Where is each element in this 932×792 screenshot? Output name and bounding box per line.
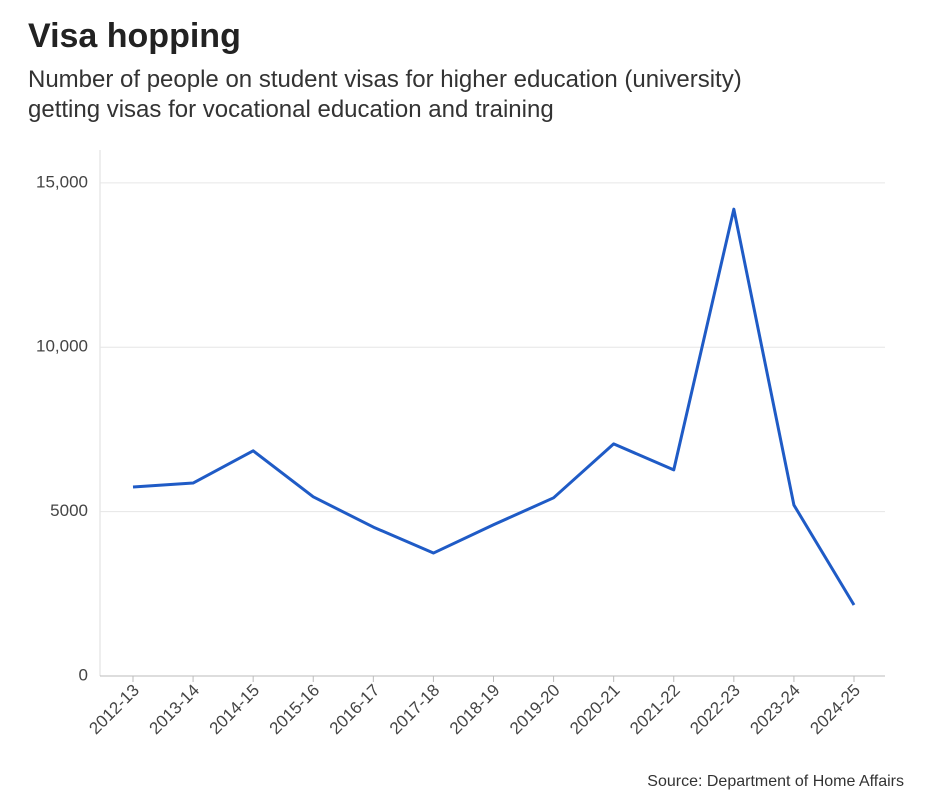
- x-tick-label: 2020-21: [566, 681, 624, 739]
- x-tick-label: 2016-17: [326, 681, 384, 739]
- x-tick-label: 2022-23: [686, 681, 744, 739]
- x-tick-label: 2024-25: [806, 681, 864, 739]
- x-tick-label: 2018-19: [446, 681, 504, 739]
- x-tick-label: 2012-13: [85, 681, 143, 739]
- y-tick-label: 0: [79, 665, 88, 684]
- y-tick-label: 15,000: [36, 172, 88, 191]
- x-tick-label: 2019-20: [506, 681, 564, 739]
- chart-subtitle: Number of people on student visas for hi…: [28, 66, 742, 93]
- x-tick-label: 2021-22: [626, 681, 684, 739]
- x-tick-label: 2017-18: [386, 681, 444, 739]
- chart-title: Visa hopping: [28, 17, 241, 55]
- chart-subtitle: getting visas for vocational education a…: [28, 96, 554, 123]
- x-tick-label: 2015-16: [266, 681, 324, 739]
- y-tick-label: 10,000: [36, 337, 88, 356]
- y-tick-label: 5000: [50, 501, 88, 520]
- x-tick-label: 2013-14: [146, 681, 204, 739]
- x-tick-label: 2014-15: [206, 681, 264, 739]
- data-line: [132, 207, 856, 606]
- x-tick-label: 2023-24: [746, 681, 804, 739]
- source-note: Source: Department of Home Affairs: [647, 773, 904, 790]
